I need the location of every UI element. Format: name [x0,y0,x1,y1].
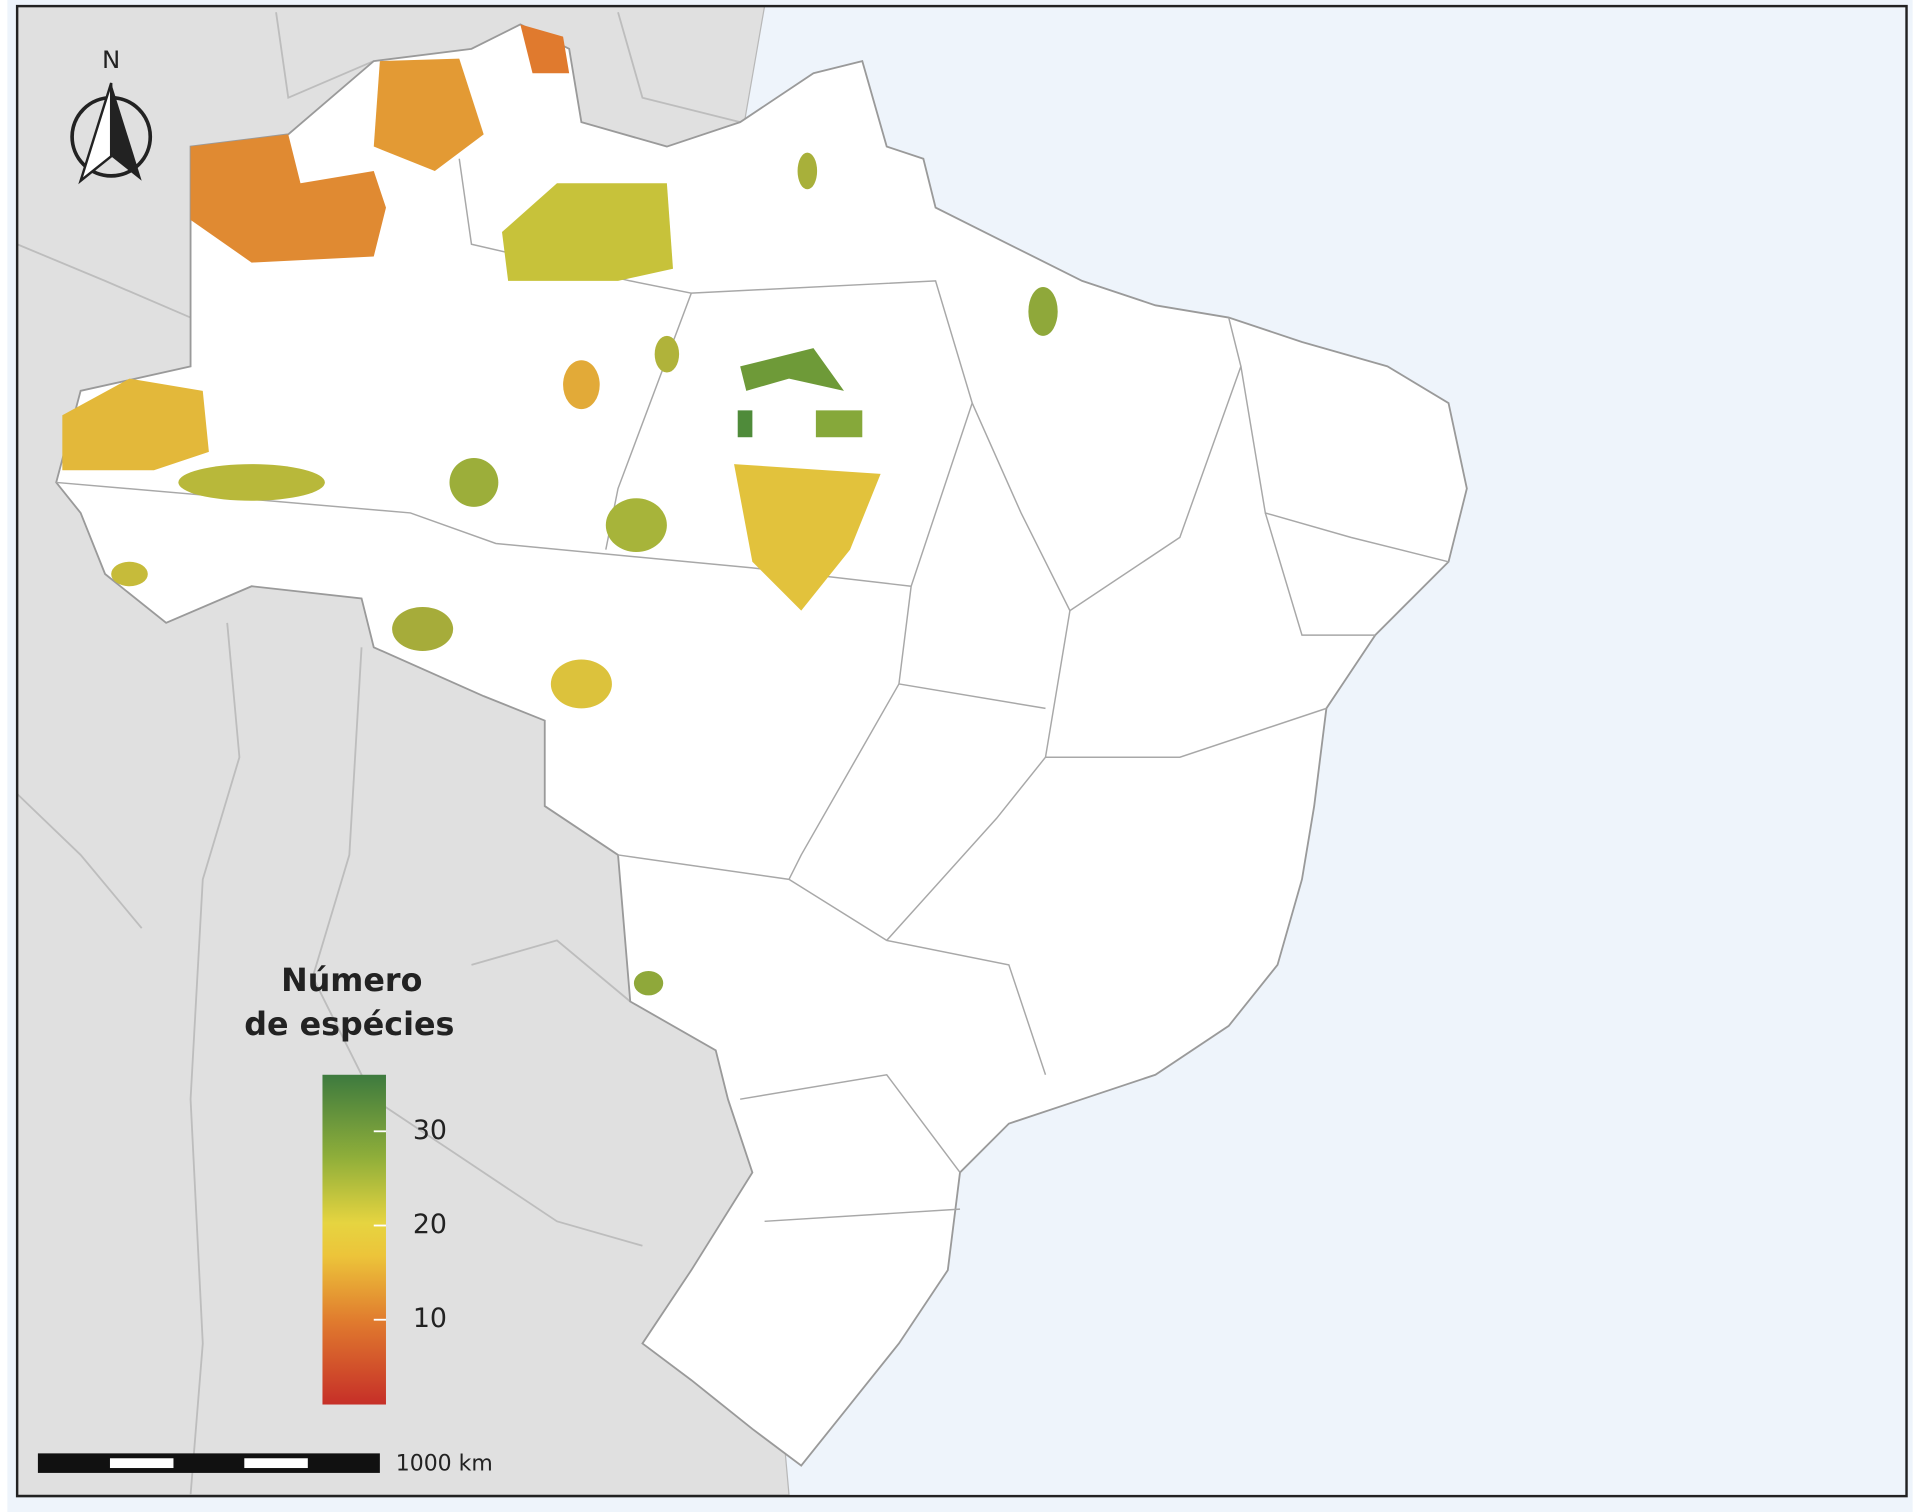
patch [654,335,680,373]
legend: Número de espécies 10 20 30 [244,963,454,1405]
scale-segment [109,1458,174,1469]
legend-tick-label: 10 [413,1303,447,1334]
patch [62,378,209,471]
patch [392,606,454,651]
patch [633,970,664,996]
patch [449,457,499,507]
frame [15,4,1908,1498]
north-arrow: N [70,45,153,185]
patch [563,360,600,410]
scale-segment [244,1458,308,1469]
patch [373,58,484,171]
patch [550,659,612,709]
patch [502,183,673,281]
patch [1028,287,1058,336]
species-patches [62,24,1058,996]
north-label: N [102,45,120,74]
patch [734,464,881,611]
patch [190,134,386,263]
patch [797,152,818,190]
patch [815,410,863,438]
patch [520,24,570,74]
color-bar [322,1074,386,1405]
legend-title: de espécies [244,1007,454,1043]
patch [605,498,667,553]
scale-segment [37,1453,380,1473]
patch [737,410,753,438]
patch [111,561,148,587]
legend-title: Número [281,963,422,999]
scale-label: 1000 km [396,1451,493,1476]
state-borders [56,158,1449,1223]
brazil [55,23,1468,1467]
patch [178,464,325,501]
legend-tick-label: 30 [413,1115,447,1146]
north-arrow-right [111,83,142,181]
legend-tick-label: 20 [413,1209,447,1240]
patch [740,348,844,391]
scale-bar: 1000 km [37,1451,493,1476]
